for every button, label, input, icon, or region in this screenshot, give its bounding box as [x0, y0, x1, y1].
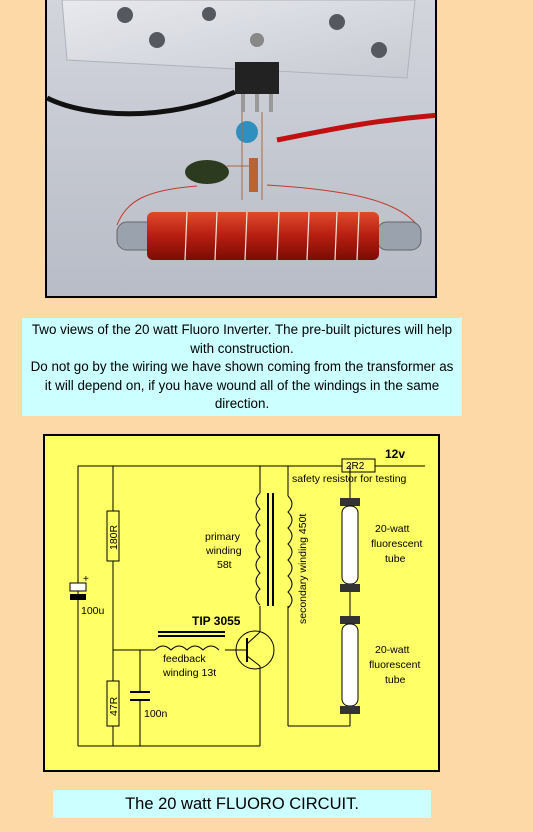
primary-label-2: winding	[205, 545, 242, 557]
resistor-safety-label: 2R2	[346, 461, 365, 472]
tube1-label-3: tube	[385, 553, 406, 565]
supply-label: 12v	[385, 447, 405, 461]
feedback-label-2: winding 13t	[162, 667, 216, 679]
resistor-47-label: 47R	[108, 696, 120, 716]
inverter-photo	[45, 0, 437, 298]
tube2-label-1: 20-watt	[375, 644, 410, 656]
tube2-label-3: tube	[385, 674, 406, 686]
tube1-label-2: fluorescent	[371, 538, 422, 550]
caption-line-2: Do not go by the wiring we have shown co…	[30, 359, 454, 411]
cap-100n-label: 100n	[144, 708, 168, 720]
safety-note: safety resistor for testing	[292, 473, 407, 485]
transistor-label: TIP 3055	[192, 614, 241, 628]
circuit-title: The 20 watt FLUORO CIRCUIT.	[53, 790, 431, 818]
tube1-label-1: 20-watt	[375, 523, 410, 535]
tube2-label-2: fluorescent	[369, 659, 420, 671]
primary-label-1: primary	[205, 531, 241, 543]
feedback-label-1: feedback	[163, 653, 206, 665]
secondary-label: secondary winding 450t	[297, 514, 309, 624]
cap-plus-label: +	[83, 574, 89, 585]
primary-label-3: 58t	[217, 559, 232, 571]
cap-100u-label: 100u	[81, 605, 105, 617]
circuit-schematic: 12v 2R2 safety resistor for testing 180R…	[69, 447, 425, 747]
caption-line-1: Two views of the 20 watt Fluoro Inverter…	[31, 322, 453, 356]
resistor-180-label: 180R	[108, 524, 120, 550]
inverter-photo-drawing	[47, 0, 435, 296]
circuit-diagram: 12v 2R2 safety resistor for testing 180R…	[43, 434, 440, 772]
photo-caption: Two views of the 20 watt Fluoro Inverter…	[22, 318, 462, 416]
